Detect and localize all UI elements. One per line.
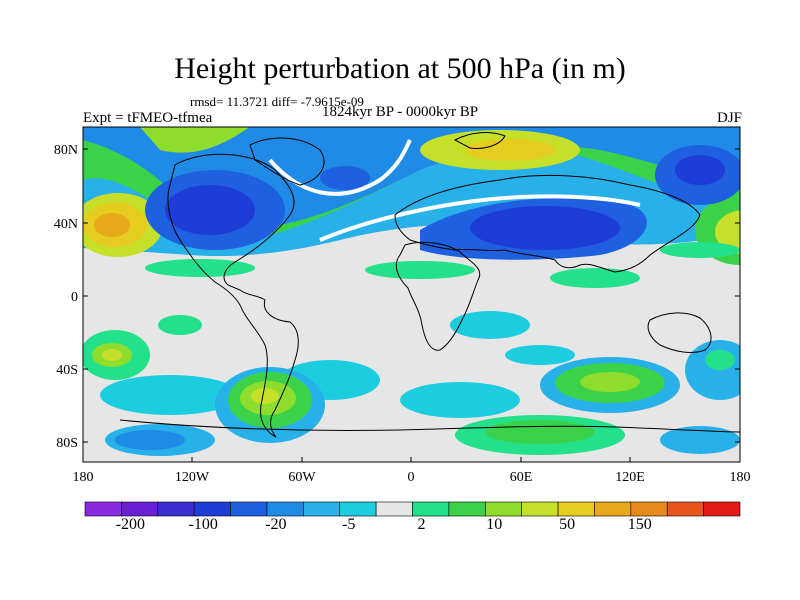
lon-tick-label: 180 — [730, 470, 751, 485]
colorbar-label: 2 — [417, 516, 426, 533]
lat-tick-label: 40S — [56, 363, 78, 378]
colorbar-swatch — [230, 501, 268, 517]
map-title: Height perturbation at 500 hPa (in m) — [174, 52, 626, 85]
colorbar-swatch — [375, 501, 413, 517]
colorbar-swatch — [557, 501, 595, 517]
lon-tick-label: 60E — [510, 470, 533, 485]
colorbar-swatch — [84, 501, 122, 517]
experiment-label: Expt = tFMEO-tfmea — [83, 110, 213, 126]
colorbar-swatch — [594, 501, 632, 517]
contour-fill-layer — [83, 127, 740, 462]
colorbar-label: -5 — [342, 516, 356, 533]
coastlines — [119, 132, 740, 438]
colorbar-swatch — [484, 501, 522, 517]
colorbar — [84, 501, 741, 517]
colorbar-swatch — [703, 501, 741, 517]
colorbar-swatch — [448, 501, 486, 517]
colorbar-swatch — [521, 501, 559, 517]
colorbar-swatch — [630, 501, 668, 517]
colorbar-label: -100 — [188, 516, 218, 533]
lat-tick-label: 80S — [56, 436, 78, 451]
lat-tick-label: 0 — [71, 290, 78, 305]
colorbar-label: 150 — [627, 516, 652, 533]
colorbar-swatch — [266, 501, 304, 517]
colorbar-swatch — [193, 501, 231, 517]
lon-tick-label: 60W — [288, 470, 316, 485]
lon-tick-label: 180 — [73, 470, 94, 485]
season-label: DJF — [716, 110, 742, 126]
lon-tick-label: 0 — [408, 470, 415, 485]
colorbar-swatch — [412, 501, 450, 517]
colorbar-swatch — [303, 501, 341, 517]
colorbar-swatch — [157, 501, 195, 517]
lon-tick-label: 120W — [175, 470, 210, 485]
colorbar-swatch — [666, 501, 704, 517]
colorbar-label: -20 — [265, 516, 287, 533]
colorbar-label: -200 — [115, 516, 146, 533]
colorbar-swatch — [339, 501, 377, 517]
period-label: 1824kyr BP - 0000kyr BP — [322, 104, 479, 120]
colorbar-swatch — [121, 501, 159, 517]
lat-tick-label: 40N — [54, 217, 78, 232]
lon-tick-label: 120E — [615, 470, 645, 485]
statistics-text: rmsd= 11.3721 diff= -7.9615e-09 — [190, 94, 364, 109]
colorbar-label: 10 — [486, 516, 503, 533]
lat-tick-label: 80N — [54, 143, 78, 158]
colorbar-label: 50 — [559, 516, 576, 533]
